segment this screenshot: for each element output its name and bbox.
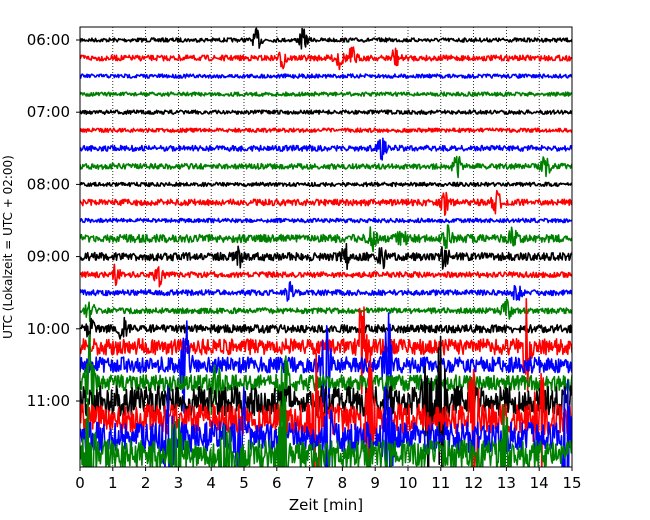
trace-0645 <box>80 91 572 97</box>
trace-0715 <box>80 127 572 133</box>
trace-0600 <box>80 27 572 50</box>
x-tick-label: 7 <box>305 474 315 492</box>
x-tick-label: 5 <box>239 474 249 492</box>
trace-0700 <box>80 109 572 115</box>
x-tick-label: 9 <box>370 474 380 492</box>
y-axis-title: UTC (Lokalzeit = UTC + 02:00) <box>1 155 15 339</box>
y-tick-label: 11:00 <box>27 392 70 410</box>
y-tick-label: 10:00 <box>27 320 70 338</box>
trace-0845 <box>80 224 572 253</box>
trace-0800 <box>80 181 572 188</box>
x-tick-label: 14 <box>530 474 549 492</box>
x-tick-label: 8 <box>338 474 348 492</box>
x-tick-label: 15 <box>562 474 581 492</box>
trace-0730 <box>80 137 572 161</box>
x-tick-label: 4 <box>206 474 216 492</box>
trace-0900 <box>80 242 572 270</box>
x-tick-label: 0 <box>75 474 85 492</box>
trace-0815 <box>80 189 572 216</box>
trace-1045 <box>80 333 572 431</box>
trace-0745 <box>80 155 572 179</box>
x-tick-label: 3 <box>174 474 184 492</box>
y-tick-label: 06:00 <box>27 31 70 49</box>
y-tick-label: 07:00 <box>27 103 70 121</box>
seismic-traces <box>80 27 572 467</box>
y-tick-label: 09:00 <box>27 248 70 266</box>
x-tick-label: 1 <box>108 474 118 492</box>
trace-0915 <box>80 263 572 288</box>
trace-1145 <box>80 383 572 467</box>
trace-0830 <box>80 217 572 224</box>
trace-1100 <box>80 335 572 467</box>
x-tick-label: 13 <box>497 474 516 492</box>
x-tick-label: 2 <box>141 474 151 492</box>
x-axis: 0 1 2 3 4 5 6 7 8 9 10 11 12 13 14 15 <box>75 467 582 492</box>
x-tick-label: 10 <box>398 474 417 492</box>
y-tick-label: 08:00 <box>27 175 70 193</box>
trace-0945 <box>80 298 572 323</box>
x-tick-label: 6 <box>272 474 282 492</box>
trace-0615 <box>80 46 572 71</box>
y-axis: 06:00 07:00 08:00 09:00 10:00 11:00 <box>27 31 80 410</box>
plot-frame <box>79 26 573 468</box>
x-axis-title: Zeit [min] <box>289 496 363 514</box>
trace-0930 <box>80 281 572 302</box>
x-tick-label: 12 <box>464 474 483 492</box>
x-tick-label: 11 <box>431 474 450 492</box>
trace-0630 <box>80 73 572 79</box>
